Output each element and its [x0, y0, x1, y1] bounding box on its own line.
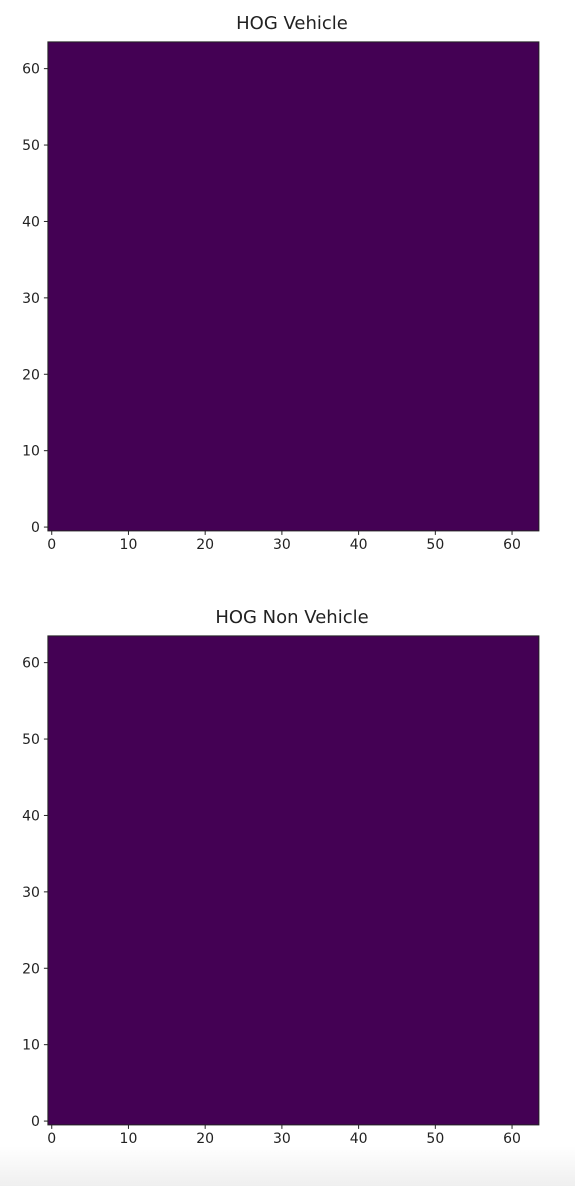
y-tick-label: 20: [22, 367, 40, 383]
x-tick-label: 40: [350, 537, 368, 553]
hog-vehicle-panel: HOG Vehicle 0 10 20 30 40 50 60 0 10 20 30 40 50 60: [22, 13, 540, 553]
x-tick-label: 60: [503, 537, 521, 553]
y-tick-label: 40: [22, 214, 40, 230]
heatmap-cells: [47, 635, 539, 1125]
heatmap-cells: [47, 41, 539, 531]
chart-title: HOG Non Vehicle: [215, 607, 368, 628]
hog-non-vehicle-panel: HOG Non Vehicle 0 10 20 30 40 50 6001020304050…: [22, 607, 540, 1147]
heatmap-background: [47, 41, 539, 531]
x-tick-label: 0: [47, 537, 56, 553]
axis-ticks: 0 10 20 30 40 50 60 0 10 20 30 40 50 60: [22, 62, 521, 553]
x-tick-label: 20: [196, 537, 214, 553]
plot-frame: [47, 41, 540, 532]
y-tick-label: 0: [31, 520, 40, 536]
x-tick-label: 10: [120, 537, 138, 553]
chart-title: HOG Vehicle: [236, 13, 348, 34]
y-tick-label: 60: [22, 62, 40, 78]
y-tick-label: 50: [22, 138, 40, 154]
y-tick-label: 30: [22, 291, 40, 307]
y-tick-label: 10: [22, 444, 40, 460]
x-tick-label: 50: [426, 537, 444, 553]
x-tick-label: 30: [273, 537, 291, 553]
heatmap-background: [47, 635, 539, 1125]
